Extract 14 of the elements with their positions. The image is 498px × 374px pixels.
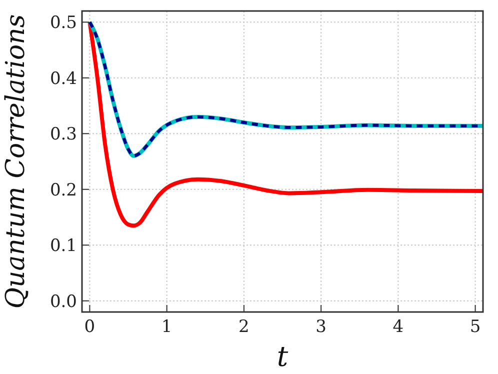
y-tick-label: 0.0 — [50, 292, 77, 312]
y-tick-label: 0.4 — [50, 68, 77, 89]
x-tick-label: 3 — [316, 317, 326, 337]
x-tick-label: 5 — [470, 317, 481, 337]
x-axis-title: t — [276, 340, 289, 373]
y-axis-title: Quantum Correlations — [1, 14, 31, 309]
y-tick-label: 0.1 — [50, 236, 77, 256]
x-tick-label: 2 — [238, 317, 250, 337]
y-tick-label: 0.5 — [50, 13, 77, 34]
x-tick-label: 4 — [392, 317, 404, 337]
y-tick-label: 0.2 — [50, 180, 77, 200]
x-tick-label: 0 — [84, 317, 96, 337]
y-tick-label: 0.3 — [50, 124, 77, 145]
x-tick-label: 1 — [161, 317, 172, 337]
